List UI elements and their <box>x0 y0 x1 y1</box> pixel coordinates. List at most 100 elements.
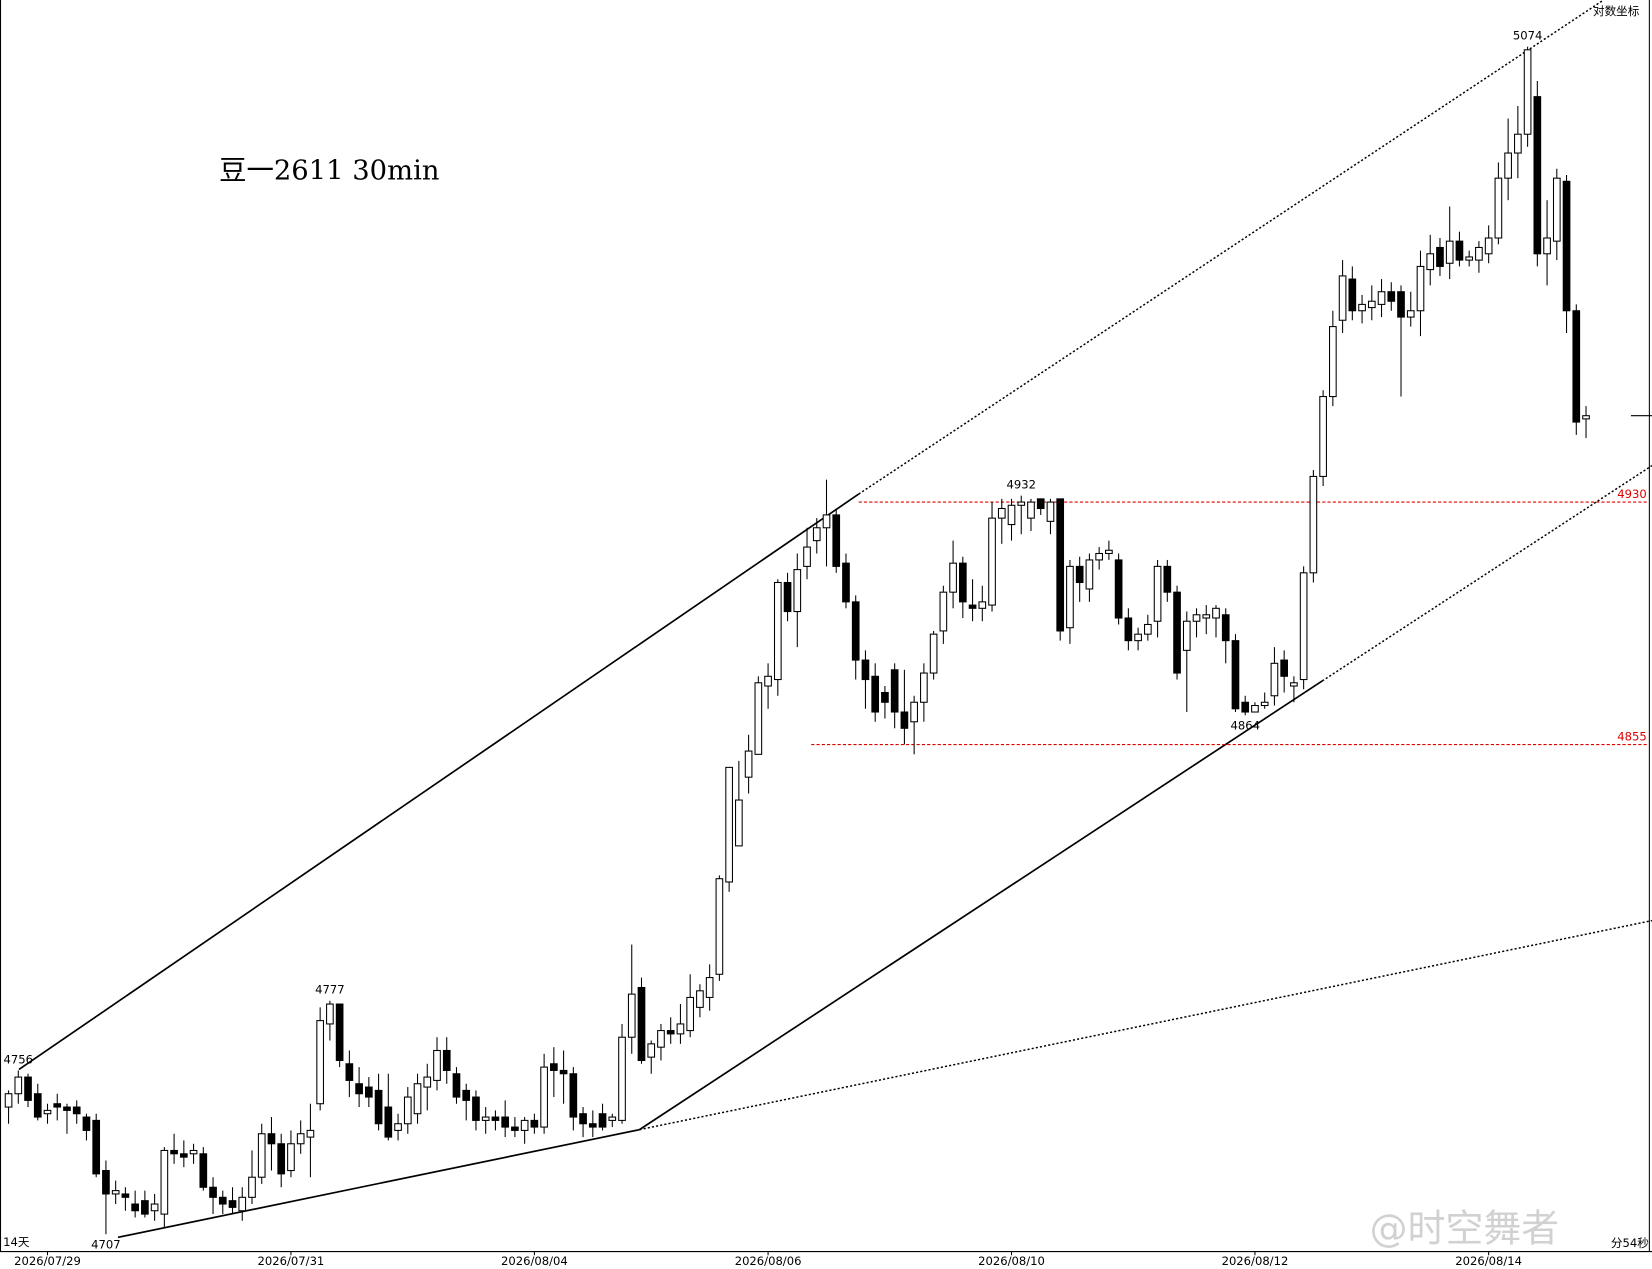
level-label: 4855 <box>1617 730 1646 744</box>
candle-body <box>1406 310 1415 318</box>
candle-body <box>1523 49 1532 135</box>
candle-body <box>1144 623 1152 635</box>
candle-body <box>326 1003 334 1025</box>
trend-extension <box>639 919 1652 1131</box>
candle-body <box>1514 133 1522 154</box>
candle-body <box>316 1020 324 1105</box>
candle-body <box>1056 498 1065 632</box>
candle-body <box>1338 275 1347 321</box>
point-label: 4932 <box>1007 478 1036 492</box>
candle-body <box>1114 559 1123 619</box>
candle-body <box>1484 237 1493 255</box>
candle-body <box>1202 614 1211 619</box>
candle-body <box>1319 396 1327 477</box>
candle-body <box>1582 415 1590 420</box>
candle-body <box>1066 565 1074 629</box>
candle-body <box>705 977 714 998</box>
candle-body <box>715 878 724 975</box>
candle-body <box>1036 498 1045 510</box>
candle-body <box>1475 246 1483 261</box>
x-tick-label: 2026/08/04 <box>501 1254 568 1268</box>
candle-body <box>997 507 1006 519</box>
candle-body <box>1280 659 1289 677</box>
candle-body <box>968 604 977 609</box>
candle-body <box>335 1003 344 1061</box>
candle-body <box>1455 240 1464 261</box>
candle-body <box>803 546 811 567</box>
candle-body <box>676 1023 685 1035</box>
x-tick-label: 2026/08/10 <box>978 1254 1045 1268</box>
candle-body <box>988 517 996 606</box>
x-tick-label: 2026/08/06 <box>735 1254 802 1268</box>
candle-body <box>150 1203 159 1212</box>
candle-body <box>1367 300 1376 309</box>
candle-body <box>1504 152 1512 179</box>
trend-line <box>117 1128 640 1239</box>
candle-body <box>1552 177 1561 242</box>
candle-body <box>832 514 841 567</box>
trend-extensions <box>639 0 1652 1131</box>
candle-body <box>218 1196 227 1205</box>
candle-body <box>160 1149 169 1215</box>
candle-body <box>82 1116 91 1131</box>
candle-body <box>1192 614 1201 622</box>
candle-body <box>754 682 763 755</box>
trend-line <box>18 493 860 1071</box>
candle-body <box>102 1169 110 1195</box>
candle-body <box>569 1073 578 1118</box>
candle-body <box>189 1149 198 1155</box>
candle-body <box>24 1076 32 1101</box>
candle-body <box>842 562 850 603</box>
candle-body <box>822 514 831 529</box>
x-tick-label: 2026/08/14 <box>1455 1254 1522 1268</box>
candle-body <box>365 1086 373 1098</box>
candle-body <box>1241 701 1250 713</box>
candle-body <box>949 562 957 593</box>
candle-body <box>1085 559 1094 590</box>
candle-body <box>1007 504 1016 526</box>
candle-body <box>53 1103 62 1108</box>
candle-body <box>1426 253 1435 271</box>
candle-body <box>696 990 704 1008</box>
candle-body <box>773 581 782 681</box>
candle-body <box>1075 565 1084 584</box>
candle-body <box>1465 256 1474 261</box>
candle-body <box>394 1123 402 1131</box>
candle-body <box>598 1113 607 1128</box>
candle-body <box>1134 633 1142 642</box>
candle-body <box>1095 552 1103 561</box>
candle-body <box>871 675 880 713</box>
candle-body <box>588 1123 597 1128</box>
candle-body <box>131 1203 139 1212</box>
candle-body <box>920 672 928 703</box>
candle-body <box>666 1030 675 1035</box>
x-tick-label: 2026/08/12 <box>1222 1254 1289 1268</box>
candle-body <box>287 1143 295 1172</box>
point-label: 4707 <box>91 1237 120 1251</box>
candle-body <box>1533 96 1542 255</box>
x-tick-label: 2026/07/29 <box>14 1254 81 1268</box>
candle-body <box>472 1096 480 1121</box>
candle-body <box>1562 180 1571 312</box>
candle-body <box>579 1113 587 1125</box>
candle-body <box>72 1106 81 1115</box>
x-tick-label: 2026/07/31 <box>258 1254 325 1268</box>
candle-body <box>559 1069 568 1075</box>
candle-body <box>812 527 821 542</box>
candle-body <box>170 1149 178 1155</box>
candle-body <box>530 1119 539 1128</box>
candle-body <box>618 1036 626 1121</box>
candle-body <box>627 993 636 1038</box>
candle-body <box>277 1143 286 1175</box>
candle-body <box>1377 291 1386 305</box>
candle-body <box>423 1076 432 1088</box>
candle-body <box>1231 640 1240 710</box>
candle-body <box>851 601 860 661</box>
candle-body <box>1290 682 1298 687</box>
timer: 分54秒 <box>1611 1236 1649 1250</box>
candle-body <box>939 591 948 632</box>
candle-body <box>1017 501 1026 506</box>
candle-body <box>403 1096 412 1125</box>
